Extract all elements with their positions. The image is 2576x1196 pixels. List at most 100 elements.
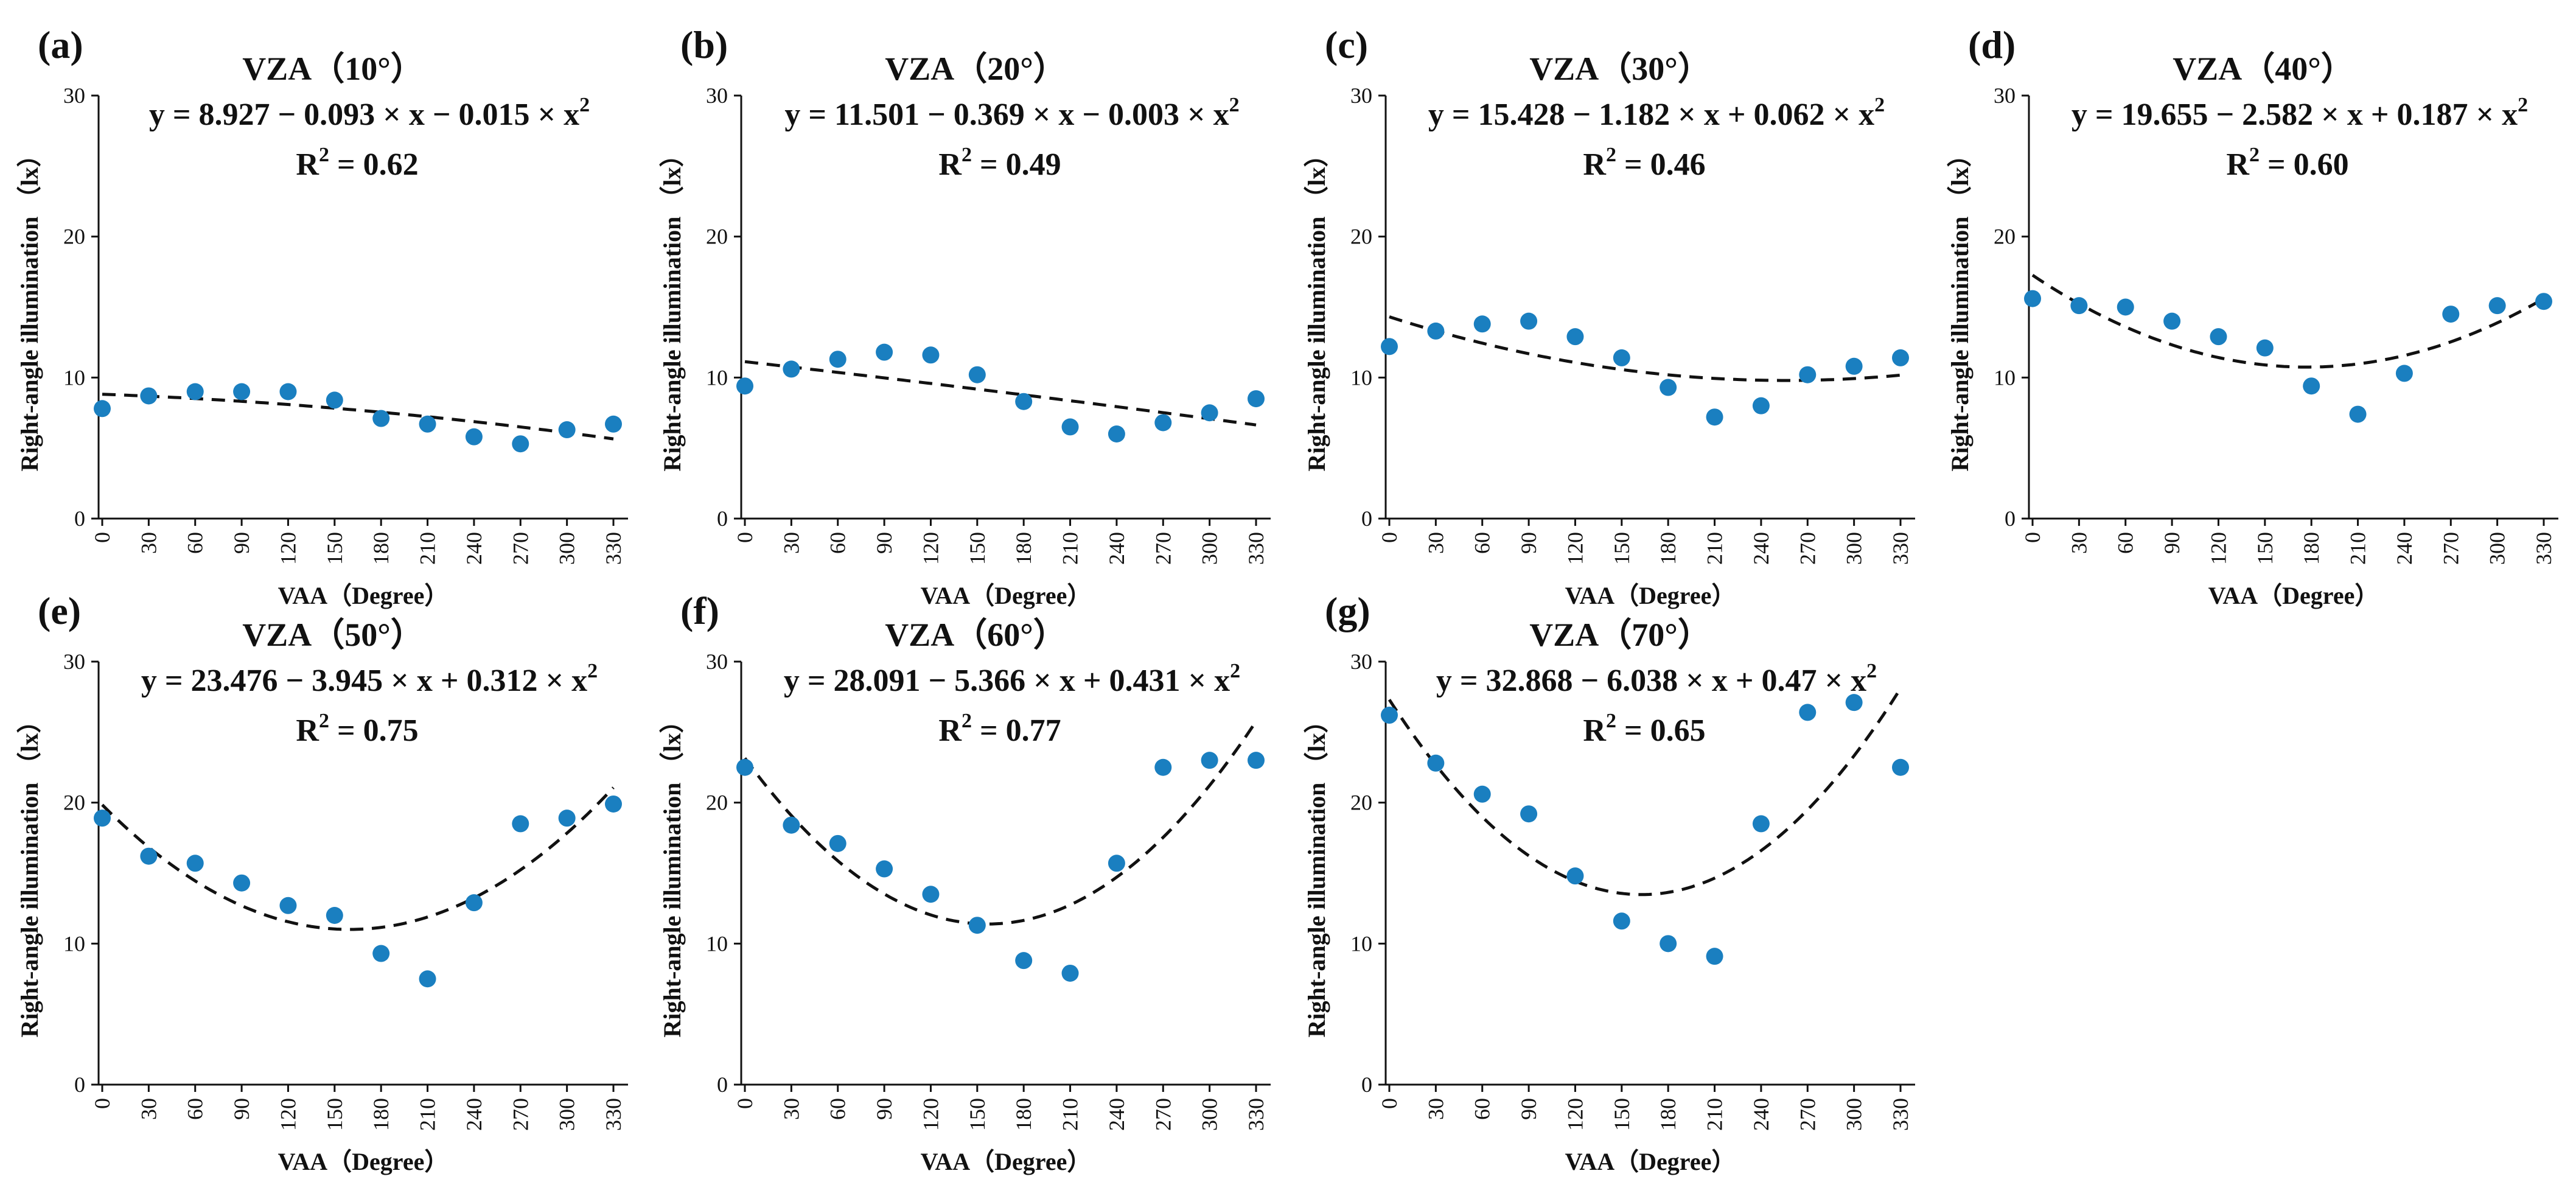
r-squared-symbol: R [2226,147,2250,182]
x-tick-label: 270 [1795,532,1820,565]
panel-title: VZA（40°） [2173,51,2354,87]
data-point [1566,328,1584,346]
data-point [372,410,390,427]
fit-equation-exponent: 2 [587,660,598,682]
x-tick-label: 270 [1151,532,1175,565]
x-tick-label: 30 [779,532,803,554]
fit-equation: y = 19.655 − 2.582 × x + 0.187 × x2 [2072,94,2528,132]
y-tick-label: 10 [706,931,728,956]
data-point [1752,815,1770,833]
r-squared-value: = 0.46 [1616,147,1706,182]
x-tick-label: 60 [1470,532,1495,554]
r-squared: R2 = 0.77 [938,710,1061,748]
data-point [1381,707,1398,724]
panel-label: (g) [1325,589,1370,632]
fit-curve [102,393,614,441]
data-point [1892,349,1909,366]
data-point [829,351,846,368]
data-point [1108,855,1125,872]
data-point [233,874,251,892]
x-tick-label: 300 [555,1098,579,1131]
x-tick-label: 180 [1656,1098,1680,1131]
x-tick-label: 180 [369,532,393,565]
data-point [736,377,753,395]
x-tick-label: 300 [1198,532,1222,565]
fit-equation-exponent: 2 [2518,94,2528,116]
data-point [2349,405,2367,423]
x-axis-label: VAA（Degree） [921,1148,1092,1175]
y-tick-label: 20 [63,225,85,249]
fit-equation-main: y = 11.501 − 0.369 × x − 0.003 × x [784,97,1229,132]
r-squared-exponent: 2 [962,144,972,166]
data-point [922,346,940,364]
fit-equation-exponent: 2 [1229,94,1240,116]
data-point [1892,758,1909,776]
x-tick-label: 0 [733,532,757,543]
x-tick-label: 270 [508,532,532,565]
data-point [326,391,343,409]
data-point [2256,339,2274,357]
r-squared-value: = 0.49 [972,147,1061,182]
x-tick-label: 90 [1517,1098,1541,1120]
data-point [419,970,436,988]
data-point [1427,322,1445,340]
r-squared-exponent: 2 [1606,710,1616,732]
x-tick-label: 240 [1749,532,1773,565]
panel-label: (c) [1325,23,1368,66]
x-tick-label: 60 [183,1098,208,1120]
x-tick-label: 180 [1011,1098,1036,1131]
x-tick-label: 120 [918,1098,943,1131]
x-tick-label: 60 [826,1098,850,1120]
y-tick-label: 30 [63,649,85,674]
panel-label: (f) [680,589,719,632]
y-tick-label: 20 [1350,791,1372,815]
data-point [465,428,483,446]
x-tick-label: 120 [918,532,943,565]
y-tick-label: 10 [63,365,85,390]
x-tick-label: 300 [1842,1098,1866,1131]
x-tick-label: 150 [965,1098,990,1131]
data-point [1154,414,1172,432]
fit-curve [1387,687,1902,897]
x-tick-label: 30 [779,1098,803,1120]
y-tick-label: 30 [706,649,728,674]
x-tick-label: 210 [2346,532,2370,565]
y-tick-label: 30 [1350,649,1372,674]
x-tick-label: 270 [1795,1098,1820,1131]
data-point [279,383,297,400]
r-squared: R2 = 0.49 [938,144,1061,182]
fit-curve [743,720,1258,926]
r-squared: R2 = 0.75 [296,710,418,748]
data-point [140,847,158,865]
x-tick-label: 300 [2485,532,2510,565]
panel-title: VZA（10°） [242,51,424,87]
r-squared-exponent: 2 [962,710,972,732]
x-tick-label: 150 [2253,532,2277,565]
x-tick-label: 330 [2532,532,2556,565]
r-squared: R2 = 0.46 [1583,144,1705,182]
data-point [2488,297,2506,315]
data-point [1248,390,1265,408]
x-tick-label: 150 [965,532,990,565]
x-tick-label: 270 [1151,1098,1175,1131]
x-tick-label: 210 [1058,1098,1083,1131]
data-point [1473,315,1491,333]
x-tick-label: 240 [462,532,486,565]
fit-equation: y = 28.091 − 5.366 × x + 0.431 × x2 [784,660,1240,698]
data-point [1660,379,1677,396]
x-tick-label: 240 [1749,1098,1773,1131]
data-point [2070,297,2088,315]
x-tick-label: 210 [416,1098,440,1131]
r-squared-value: = 0.62 [329,147,419,182]
data-point [1799,366,1817,383]
x-tick-label: 120 [1563,1098,1587,1131]
data-point [558,810,576,827]
x-tick-label: 240 [462,1098,486,1131]
data-point [1706,408,1723,426]
data-point [558,421,576,439]
data-point [1520,312,1538,330]
